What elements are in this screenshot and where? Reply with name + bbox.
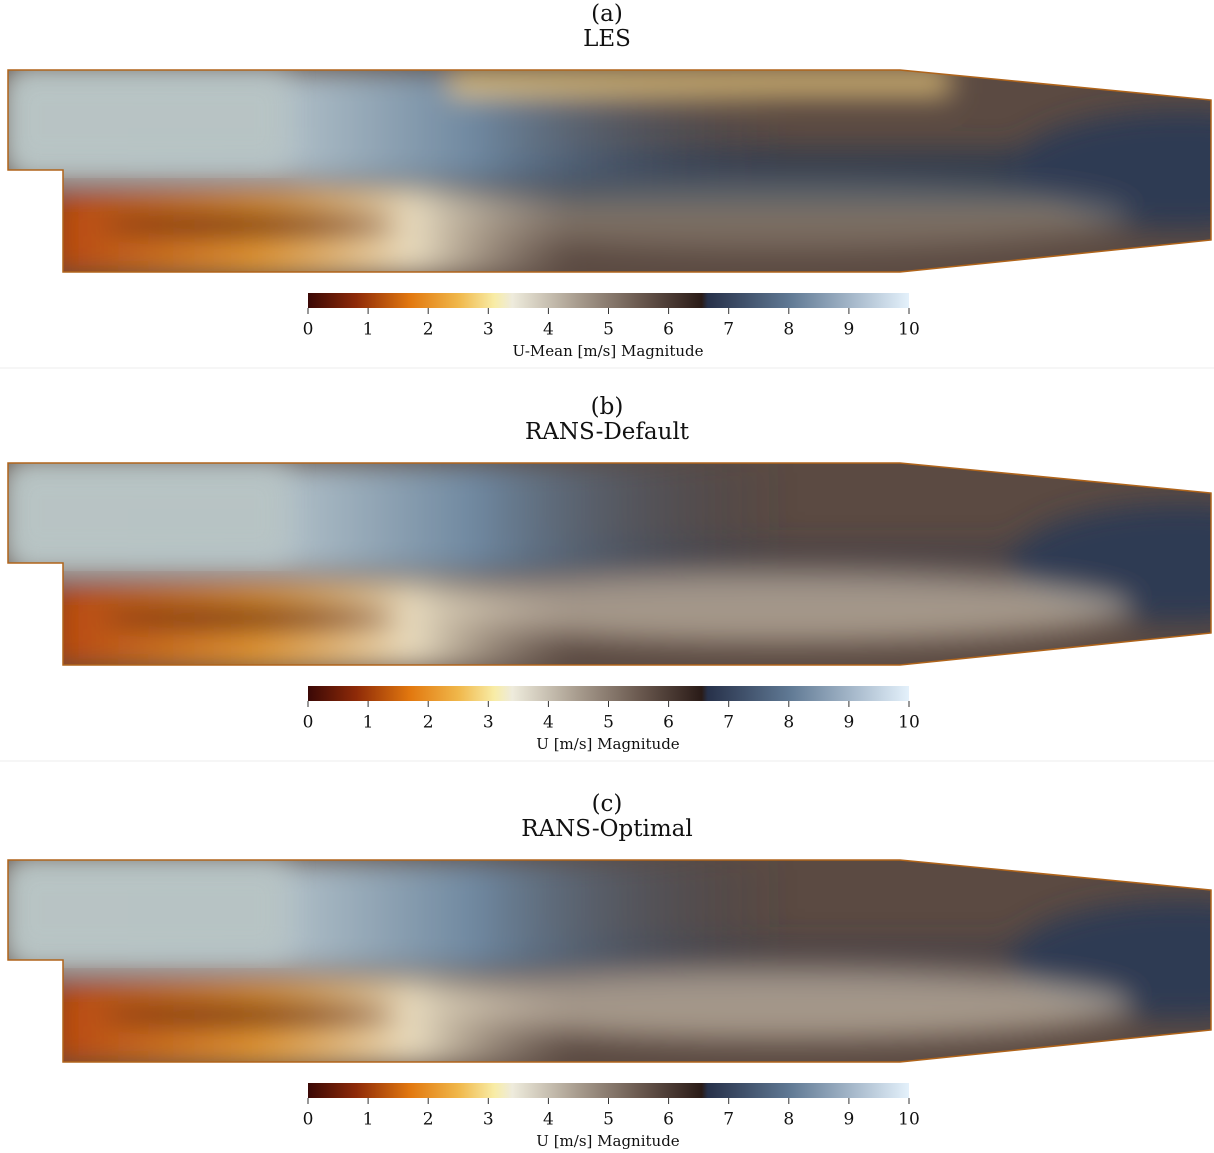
colorbar-label: U [m/s] Magnitude	[536, 1132, 680, 1150]
recirc-core	[100, 211, 400, 239]
tick-label: 6	[663, 1110, 674, 1130]
tick-label: 0	[303, 713, 314, 733]
tick-label: 10	[898, 713, 920, 733]
tick-label: 2	[423, 713, 434, 733]
tick-label: 7	[723, 1110, 734, 1130]
panel: (c)RANS-Optimal 0 1 2 3 4 5 6 7 8 9 10 U [m/s] Magni…	[0, 791, 1214, 1150]
panel-title: RANS-Optimal	[521, 816, 692, 842]
tick-label: 10	[898, 320, 920, 340]
tick-label: 4	[543, 320, 554, 340]
colorbar	[308, 686, 909, 701]
tick-label: 1	[363, 1110, 374, 1130]
tick-label: 9	[843, 320, 854, 340]
tick-label: 7	[723, 713, 734, 733]
colorbar	[308, 293, 909, 308]
tick-label: 10	[898, 1110, 920, 1130]
tick-label: 9	[843, 1110, 854, 1130]
tick-label: 8	[783, 713, 794, 733]
panel-title: RANS-Default	[525, 419, 690, 445]
tick-label: 3	[483, 1110, 494, 1130]
tick-label: 0	[303, 320, 314, 340]
tick-label: 3	[483, 320, 494, 340]
colorbar-label: U-Mean [m/s] Magnitude	[512, 342, 703, 360]
tick-label: 4	[543, 1110, 554, 1130]
flow-field	[0, 453, 1214, 673]
flow-field	[0, 60, 1214, 280]
tick-label: 5	[603, 713, 614, 733]
tick-label: 9	[843, 713, 854, 733]
inlet-core	[8, 72, 288, 168]
tick-label: 1	[363, 713, 374, 733]
inlet-core	[8, 465, 288, 561]
tick-label: 3	[483, 713, 494, 733]
figure: (a)LES012345678910U-Mean [m/s] Magnitude…	[0, 0, 1214, 1153]
flow-field	[0, 850, 1214, 1070]
inlet-core	[8, 862, 288, 958]
panel-title: LES	[583, 26, 631, 52]
recirc-core	[100, 1001, 400, 1029]
tick-label: 7	[723, 320, 734, 340]
tick-label: 5	[603, 320, 614, 340]
panel: (b)RANS-Default 0 1 2 3 4 5 6 7 8 9 10 U [m/s] Magni…	[0, 394, 1214, 761]
colorbar	[308, 1083, 909, 1098]
tick-label: 8	[783, 1110, 794, 1130]
recirc-core	[100, 604, 400, 632]
tick-label: 2	[423, 1110, 434, 1130]
tick-label: 4	[543, 713, 554, 733]
panel-label: (c)	[592, 791, 623, 817]
tick-label: 6	[663, 320, 674, 340]
tick-label: 2	[423, 320, 434, 340]
tick-label: 6	[663, 713, 674, 733]
panel: (a)LES 0 1 2 3 4 5 6 7 8 9 10 U-Mean [m/s] Magnitude	[0, 1, 1214, 368]
panel-label: (a)	[591, 1, 623, 27]
tick-label: 8	[783, 320, 794, 340]
tick-label: 1	[363, 320, 374, 340]
upper-wall-slow	[450, 70, 950, 95]
tick-label: 0	[303, 1110, 314, 1130]
panel-label: (b)	[591, 394, 624, 420]
tick-label: 5	[603, 1110, 614, 1130]
colorbar-label: U [m/s] Magnitude	[536, 735, 680, 753]
